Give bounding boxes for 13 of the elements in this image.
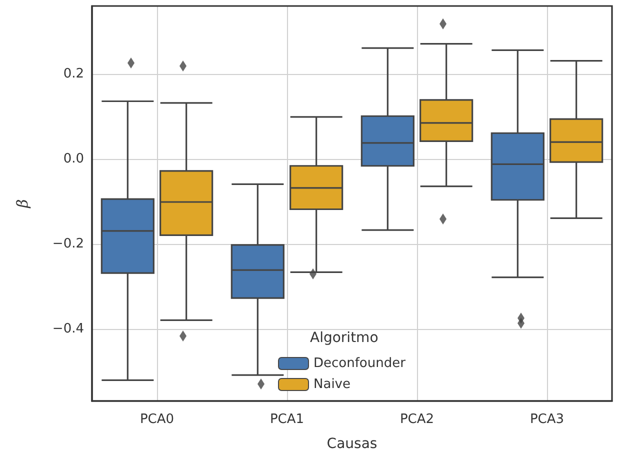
y-tick-label: 0.0 <box>63 152 84 167</box>
y-tick-label: −0.2 <box>52 236 84 252</box>
x-tick-label: PCA0 <box>140 412 174 427</box>
legend-title: Algoritmo <box>310 330 378 346</box>
x-tick-label: PCA3 <box>530 412 564 427</box>
x-tick-label: PCA1 <box>270 412 304 427</box>
x-tick-label: PCA2 <box>400 412 434 427</box>
y-tick-label: 0.2 <box>63 66 84 82</box>
y-tick-label: −0.4 <box>52 322 84 337</box>
legend-label: Naive <box>314 377 350 392</box>
legend-label: Deconfounder <box>314 356 406 371</box>
x-axis-title: Causas <box>326 436 378 452</box>
y-axis-title: β <box>14 198 32 209</box>
